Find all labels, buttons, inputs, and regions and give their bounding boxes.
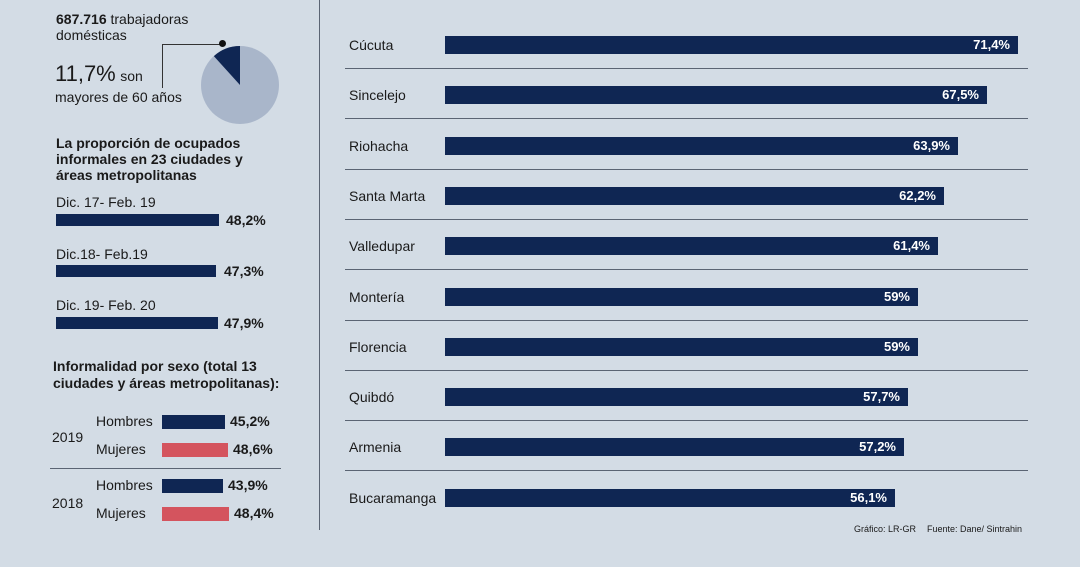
sex-label-women: Mujeres: [96, 441, 146, 457]
city-row-separator: [345, 118, 1028, 120]
sex-bar-men: [162, 415, 225, 429]
city-bar: [445, 388, 908, 407]
city-row-separator: [345, 168, 1028, 170]
city-bar: [445, 337, 918, 356]
city-label: Valledupar: [349, 238, 415, 255]
domestic-workers-count: 687.716 trabajadoras domésticas: [56, 11, 188, 43]
sex-divider: [50, 468, 281, 469]
age-pie-chart: [201, 46, 279, 124]
sex-value-women: 48,4%: [234, 505, 274, 521]
city-row-separator: [345, 218, 1028, 220]
city-bar-value: 63,9%: [913, 137, 950, 153]
city-row-separator: [345, 470, 1028, 472]
city-bar-value: 67,5%: [942, 87, 979, 103]
city-bar-value: 62,2%: [899, 187, 936, 203]
city-row-separator: [345, 420, 1028, 422]
city-bar-value: 57,7%: [863, 389, 900, 405]
sex-bar-men: [162, 479, 223, 493]
city-label: Armenia: [349, 439, 402, 456]
percent-number: 11,7%: [55, 61, 116, 86]
year-2019: 2019: [52, 429, 84, 445]
footer-grafico: Gráfico: LR-GR: [854, 524, 917, 534]
city-bar: [445, 186, 944, 205]
sex-label-women: Mujeres: [96, 505, 146, 521]
city-bar: [445, 237, 938, 256]
city-label: Riohacha: [349, 137, 409, 154]
sex-value-men: 45,2%: [230, 413, 270, 429]
sex-value-women: 48,6%: [233, 441, 273, 457]
sex-title: Informalidad por sexo (total 13 ciudades…: [53, 358, 280, 391]
footer-fuente: Fuente: Dane/ Sintrahin: [927, 524, 1023, 534]
informal-label: Dic.18- Feb.19: [56, 246, 148, 262]
city-bar: [445, 287, 918, 306]
panel-divider: [319, 0, 320, 530]
percent-older: 11,7% son mayores de 60 años: [55, 61, 182, 108]
city-label: Sincelejo: [349, 87, 406, 104]
percent-line2: mayores de 60 años: [55, 89, 182, 105]
city-label: Santa Marta: [349, 187, 426, 204]
year-2018: 2018: [52, 495, 84, 511]
city-row-separator: [345, 319, 1028, 321]
count-line2: domésticas: [56, 27, 127, 43]
city-bar: [445, 36, 1018, 54]
city-bar: [445, 86, 987, 105]
sex-bar-women: [162, 507, 229, 521]
percent-suffix: son: [120, 68, 143, 84]
city-row-separator: [345, 369, 1028, 371]
sex-value-men: 43,9%: [228, 477, 268, 493]
informal-bar: [56, 317, 218, 329]
city-bar: [445, 438, 904, 457]
city-label: Cúcuta: [349, 37, 394, 53]
city-bar-value: 57,2%: [859, 439, 896, 455]
city-label: Quibdó: [349, 389, 395, 406]
city-bar: [445, 488, 895, 507]
informal-value: 48,2%: [226, 212, 266, 228]
sex-label-men: Hombres: [96, 413, 153, 429]
informal-title: La proporción de ocupados informales en …: [56, 135, 243, 183]
pie-connector-horizontal: [162, 44, 222, 45]
city-bar-value: 56,1%: [850, 489, 887, 505]
city-bar-value: 61,4%: [893, 238, 930, 254]
count-suffix: trabajadoras: [110, 11, 189, 27]
informal-value: 47,9%: [224, 315, 264, 331]
count-number: 687.716: [56, 11, 107, 27]
pie-connector-dot: [219, 40, 226, 47]
sex-bar-women: [162, 443, 228, 457]
informal-label: Dic. 17- Feb. 19: [56, 194, 156, 210]
city-bar-value: 59%: [883, 338, 910, 354]
city-bar: [445, 136, 958, 155]
city-bar-value: 59%: [883, 288, 910, 304]
city-row-separator: [345, 68, 1028, 69]
city-bar-value: 71,4%: [973, 37, 1010, 52]
informal-label: Dic. 19- Feb. 20: [56, 297, 156, 313]
pie-older-slice: [213, 46, 240, 85]
informal-bar: [56, 214, 219, 226]
city-label: Florencia: [349, 338, 407, 355]
sex-label-men: Hombres: [96, 477, 153, 493]
informal-value: 47,3%: [224, 263, 264, 279]
pie-connector-vertical: [162, 44, 163, 88]
city-label: Montería: [349, 288, 405, 305]
informal-bar: [56, 265, 216, 277]
city-row-separator: [345, 269, 1028, 271]
city-label: Bucaramanga: [349, 489, 437, 506]
